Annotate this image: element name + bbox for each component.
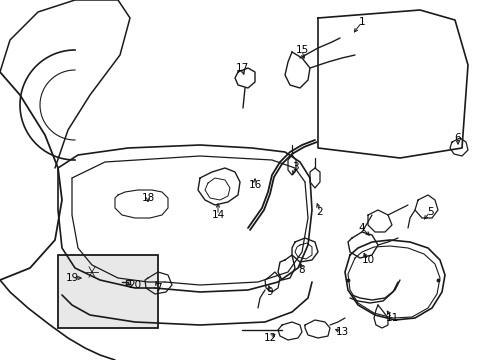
Text: 16: 16 (248, 180, 261, 190)
Text: 9: 9 (266, 287, 273, 297)
Text: 12: 12 (263, 333, 276, 343)
FancyBboxPatch shape (58, 255, 158, 328)
Text: 7: 7 (154, 283, 161, 293)
Text: 14: 14 (211, 210, 224, 220)
Text: 2: 2 (316, 207, 323, 217)
Text: 6: 6 (454, 133, 460, 143)
Text: 4: 4 (358, 223, 365, 233)
Text: 3: 3 (291, 162, 298, 172)
Text: 5: 5 (426, 207, 432, 217)
Text: 20: 20 (128, 280, 141, 290)
Text: 18: 18 (141, 193, 154, 203)
Text: 17: 17 (235, 63, 248, 73)
Text: 10: 10 (361, 255, 374, 265)
Text: 15: 15 (295, 45, 308, 55)
Text: 19: 19 (65, 273, 79, 283)
Text: 13: 13 (335, 327, 348, 337)
Text: 8: 8 (298, 265, 305, 275)
Text: 11: 11 (385, 313, 398, 323)
Text: 1: 1 (358, 17, 365, 27)
